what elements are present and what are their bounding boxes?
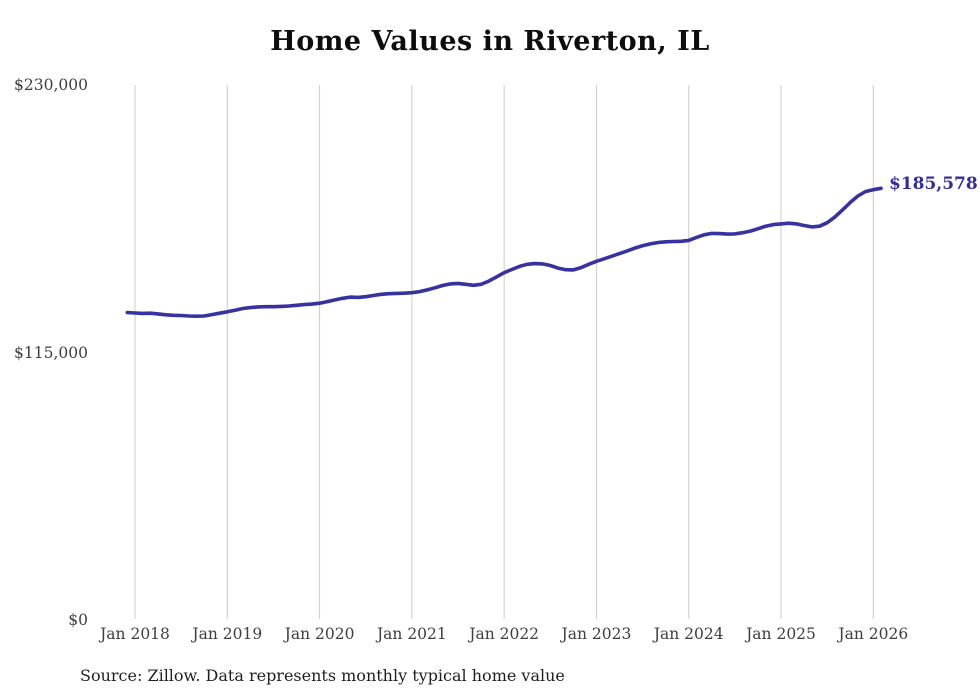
vertical-gridlines: [134, 85, 874, 619]
x-tick-label-jan-2018: Jan 2018: [100, 625, 170, 643]
x-tick-label-jan-2021: Jan 2021: [376, 625, 447, 643]
x-tick-label-jan-2020: Jan 2020: [284, 625, 355, 643]
x-tick-label-jan-2025: Jan 2025: [746, 625, 816, 643]
source-note: Source: Zillow. Data represents monthly …: [80, 666, 565, 685]
latest-value-label: $185,578: [888, 174, 978, 195]
x-tick-label-jan-2026: Jan 2026: [838, 625, 909, 643]
chart-title: Home Values in Riverton, IL: [270, 26, 710, 57]
y-tick-label-2: $230,000: [14, 76, 88, 94]
x-tick-label-jan-2024: Jan 2024: [653, 625, 724, 643]
x-tick-label-jan-2019: Jan 2019: [192, 625, 263, 643]
x-tick-label-jan-2023: Jan 2023: [561, 625, 632, 643]
y-tick-label-0: $0: [68, 611, 88, 629]
x-tick-label-jan-2022: Jan 2022: [469, 625, 540, 643]
home-value-line-series: [125, 186, 883, 318]
y-tick-label-1: $115,000: [14, 343, 88, 362]
